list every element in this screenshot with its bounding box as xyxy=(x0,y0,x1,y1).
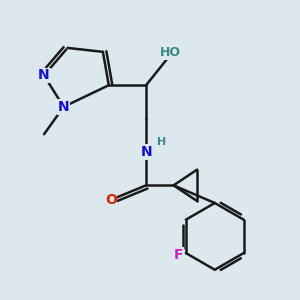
Text: H: H xyxy=(157,137,167,147)
Text: F: F xyxy=(174,248,184,262)
Text: HO: HO xyxy=(160,46,181,59)
Text: N: N xyxy=(140,145,152,159)
Text: O: O xyxy=(105,193,117,207)
Text: N: N xyxy=(38,68,50,83)
Text: N: N xyxy=(58,100,69,114)
